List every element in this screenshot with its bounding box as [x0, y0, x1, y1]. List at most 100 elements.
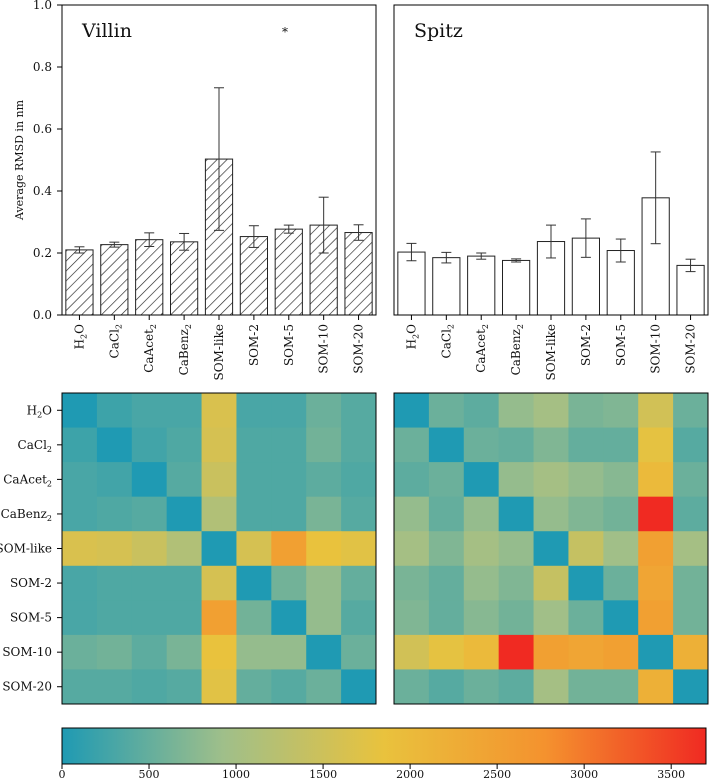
villin-heatmap-cell	[306, 600, 342, 636]
villin-heatmap-cell	[96, 393, 133, 429]
villin-heatmap-cell	[341, 565, 377, 601]
villin-heatmap-cell	[271, 531, 307, 567]
spitz-heatmap-cell	[463, 634, 500, 670]
villin-heatmap-cell	[166, 462, 203, 498]
spitz-heatmap-cell	[603, 531, 639, 567]
spitz-heatmap-cell	[428, 565, 465, 601]
villin-heatmap-cell	[306, 669, 342, 705]
spitz-heatmap-cell	[498, 531, 535, 567]
y-axis-label: Average RMSD in nm	[13, 99, 26, 221]
villin-heatmap-cell	[131, 462, 168, 498]
spitz-x-tick-label: CaAcet2	[474, 324, 490, 373]
spitz-heatmap-cell	[603, 427, 639, 463]
spitz-heatmap-cell	[673, 565, 709, 601]
villin-heatmap-cell	[306, 565, 342, 601]
villin-heatmap-cell	[62, 634, 98, 670]
spitz-heatmap-cell	[603, 462, 639, 498]
colorbar-tick-label: 3000	[570, 768, 598, 780]
heatmap-row-label: SOM-10	[2, 645, 52, 659]
villin-y-ticks: 0.0 0.2 0.4 0.6 0.8 1.0	[33, 0, 62, 322]
spitz-heatmap-cell	[568, 496, 604, 532]
spitz-heatmap-cell	[463, 393, 500, 429]
villin-heatmap-cell	[96, 427, 133, 463]
villin-heatmap-cell	[131, 565, 168, 601]
spitz-heatmap-cell	[638, 427, 674, 463]
spitz-error-bar	[441, 251, 452, 264]
villin-heatmap-cell	[341, 634, 377, 670]
spitz-heatmap-cell	[463, 462, 500, 498]
colorbar-gradient	[61, 727, 707, 765]
spitz-heatmap-cell	[638, 462, 674, 498]
villin-heatmap-cell	[131, 669, 168, 705]
spitz-heatmap-cell	[638, 393, 674, 429]
villin-heatmap-cell	[166, 496, 203, 532]
villin-heatmap-cell	[236, 531, 272, 567]
spitz-bar-panel: H2O CaCl2 CaAcet2 CaBenz2 SOM-like SOM-2 SOM-5…	[393, 4, 709, 380]
villin-heatmap-cell	[236, 496, 272, 532]
villin-heatmap-cell	[201, 565, 237, 601]
villin-bar	[65, 249, 94, 316]
heatmap-row-label: CaCl2	[18, 438, 52, 454]
villin-bars	[65, 87, 373, 316]
heatmap-row-label: SOM-5	[10, 611, 52, 625]
spitz-heatmap-cell	[498, 393, 535, 429]
villin-heatmap-cell	[341, 496, 377, 532]
villin-heatmap-cell	[96, 669, 133, 705]
spitz-heatmap-cell	[428, 669, 465, 705]
villin-heatmap-cell	[62, 669, 98, 705]
y-tick-label: 0.2	[33, 246, 52, 260]
spitz-heatmap-cell	[498, 462, 535, 498]
villin-heatmap-cell	[96, 462, 133, 498]
villin-heatmap-cell	[306, 531, 342, 567]
spitz-heatmap-cell	[673, 669, 709, 705]
spitz-heatmap-cell	[603, 634, 639, 670]
villin-error-bar	[214, 87, 224, 231]
villin-heatmap-cell	[166, 531, 203, 567]
villin-heatmap-cell	[166, 669, 203, 705]
spitz-heatmap-frame	[393, 392, 709, 705]
spitz-error-bar	[511, 258, 522, 263]
spitz-heatmap-cell	[568, 600, 604, 636]
villin-heatmap-cell	[166, 634, 203, 670]
heatmap-row-label: SOM-like	[0, 542, 52, 556]
spitz-heatmap-cell	[394, 565, 430, 601]
heatmap-row-label: H2O	[27, 403, 53, 419]
villin-heatmap-cell	[236, 634, 272, 670]
spitz-heatmap-cell	[673, 462, 709, 498]
villin-heatmap-cells	[62, 393, 377, 705]
villin-x-tick-label: CaAcet2	[142, 324, 158, 373]
spitz-heatmap-cell	[394, 393, 430, 429]
spitz-bar	[467, 255, 496, 316]
villin-heatmap-cell	[201, 600, 237, 636]
spitz-heatmap-cell	[463, 531, 500, 567]
villin-x-tick-label: SOM-5	[282, 324, 296, 366]
villin-heatmap-cell	[131, 496, 168, 532]
villin-heatmap-cell	[201, 634, 237, 670]
spitz-heatmap-cell	[533, 496, 569, 532]
spitz-x-tick-label: SOM-like	[544, 324, 558, 380]
spitz-heatmap-cell	[568, 565, 604, 601]
spitz-heatmap-cell	[394, 634, 430, 670]
spitz-heatmap-cell	[568, 531, 604, 567]
y-tick-label: 0.0	[33, 308, 52, 322]
spitz-heatmap-cell	[603, 496, 639, 532]
villin-heatmap-cell	[62, 600, 98, 636]
spitz-heatmap-cell	[603, 565, 639, 601]
villin-heatmap-frame	[61, 392, 377, 705]
villin-heatmap-cell	[166, 427, 203, 463]
villin-heatmap-cell	[201, 496, 237, 532]
villin-bar	[135, 239, 164, 316]
spitz-heatmap-cell	[394, 496, 430, 532]
villin-x-tick-label: CaBenz2	[177, 324, 193, 375]
spitz-heatmap-cell	[394, 462, 430, 498]
villin-x-tick-label: SOM-20	[352, 324, 366, 374]
spitz-heatmap-cell	[428, 427, 465, 463]
villin-heatmap-cell	[96, 600, 133, 636]
spitz-heatmap-cell	[533, 462, 569, 498]
villin-heatmap-cell	[271, 565, 307, 601]
villin-bar-panel: 0.0 0.2 0.4 0.6 0.8 1.0 H2O CaCl2 CaAcet2 CaBenz…	[13, 0, 377, 380]
villin-error-bar	[248, 225, 259, 248]
villin-heatmap-cell	[96, 496, 133, 532]
villin-heatmap-cell	[96, 531, 133, 567]
villin-heatmap-cell	[131, 393, 168, 429]
